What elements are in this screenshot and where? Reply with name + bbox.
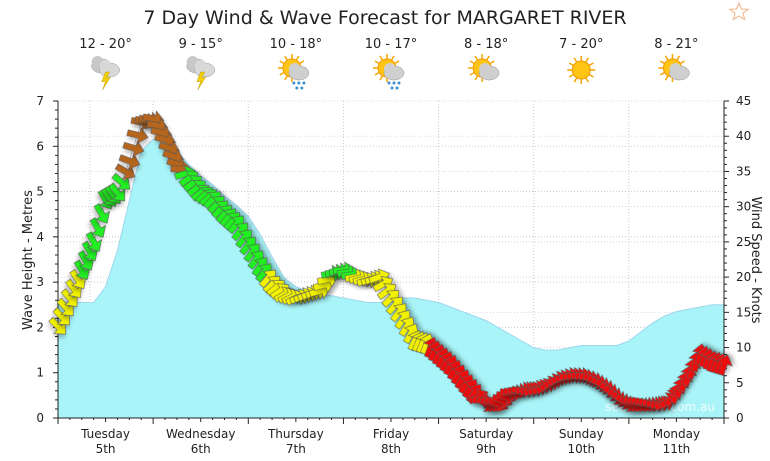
y2-tick-label: 5 — [736, 376, 744, 390]
x-tick-date: 6th — [191, 442, 211, 456]
x-tick-date: 11th — [663, 442, 691, 456]
wind-arrow — [73, 259, 91, 281]
partly-cloudy-rain-icon — [277, 54, 310, 90]
y2-axis-label: Wind Speed - Knots — [748, 196, 763, 323]
y-tick-label: 5 — [36, 185, 44, 199]
day-temperature: 7 - 20° — [559, 37, 603, 52]
favourite-star-icon[interactable] — [728, 1, 750, 21]
y-tick-label: 3 — [36, 275, 44, 289]
y2-tick-label: 10 — [736, 341, 751, 355]
day-temperature: 8 - 21° — [654, 37, 698, 52]
y-tick-label: 0 — [36, 411, 44, 425]
wind-arrow — [111, 172, 131, 190]
x-tick-day: Wednesday — [166, 427, 235, 441]
x-tick-date: 9th — [476, 442, 496, 456]
wind-arrow — [77, 250, 95, 271]
y2-tick-label: 40 — [736, 129, 751, 143]
wind-arrow — [122, 140, 145, 157]
chart-title: 7 Day Wind & Wave Forecast for MARGARET … — [143, 7, 626, 29]
x-tick-date: 8th — [381, 442, 401, 456]
y-tick-label: 2 — [36, 320, 44, 334]
thunderstorm-icon — [186, 56, 215, 91]
wind-arrow — [258, 269, 276, 289]
x-tick-date: 5th — [96, 442, 116, 456]
wind-arrow — [716, 354, 733, 377]
partly-cloudy-icon — [468, 54, 500, 82]
day-temperature: 12 - 20° — [79, 37, 132, 52]
wind-arrow — [56, 297, 74, 317]
y2-tick-label: 25 — [736, 235, 751, 249]
wind-arrow — [403, 323, 420, 345]
x-tick-day: Monday — [653, 427, 700, 441]
x-tick-date: 10th — [567, 442, 595, 456]
wind-arrow — [60, 288, 78, 307]
wind-arrow — [93, 203, 110, 224]
wind-arrow — [108, 182, 126, 202]
y-axis-label: Wave Height - Metres — [21, 190, 36, 330]
day-temperature: 9 - 15° — [179, 37, 223, 52]
wind-arrow — [65, 278, 82, 299]
partly-cloudy-rain-icon — [373, 54, 405, 90]
wind-arrow — [381, 290, 400, 308]
y-tick-label: 7 — [36, 94, 44, 108]
y2-tick-label: 30 — [736, 200, 751, 214]
sunny-icon — [567, 56, 596, 84]
wind-arrow — [69, 269, 86, 290]
day-temperature: 8 - 18° — [464, 37, 508, 52]
x-tick-day: Tuesday — [80, 427, 130, 441]
x-tick-day: Saturday — [459, 427, 513, 441]
y2-tick-label: 0 — [736, 411, 744, 425]
y-tick-label: 1 — [36, 366, 44, 380]
wind-arrow — [398, 316, 416, 337]
y-tick-label: 4 — [36, 230, 44, 244]
wind-arrow — [89, 217, 106, 238]
x-tick-day: Thursday — [267, 427, 324, 441]
wind-arrow — [52, 307, 70, 326]
y2-tick-label: 45 — [736, 94, 751, 108]
x-tick-day: Friday — [373, 427, 409, 441]
y2-tick-label: 35 — [736, 164, 751, 178]
wind-arrow — [126, 126, 149, 144]
wind-arrow — [85, 231, 103, 252]
partly-cloudy-icon — [658, 54, 690, 82]
day-temperature: 10 - 18° — [270, 37, 323, 52]
y-tick-label: 6 — [36, 139, 44, 153]
wind-arrow — [118, 153, 141, 170]
wind-arrow — [48, 316, 67, 335]
wind-arrow — [81, 240, 99, 262]
y2-tick-label: 20 — [736, 270, 751, 284]
wind-arrow — [255, 263, 272, 283]
x-tick-date: 7th — [286, 442, 306, 456]
day-temperature: 10 - 17° — [365, 37, 418, 52]
y2-tick-label: 15 — [736, 305, 751, 319]
x-tick-day: Sunday — [559, 427, 604, 441]
thunderstorm-icon — [91, 56, 120, 91]
